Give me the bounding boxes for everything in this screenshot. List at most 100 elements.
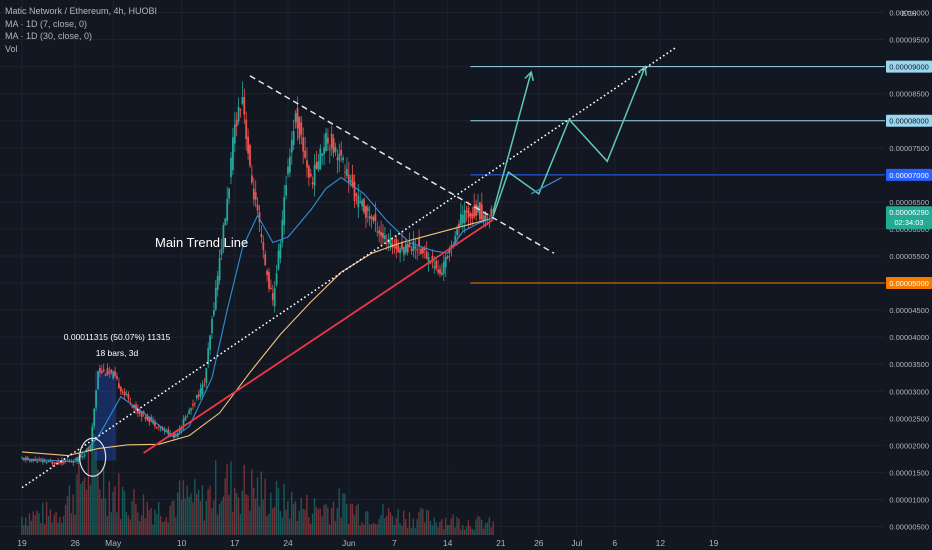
candle-body (258, 212, 261, 223)
candle-body (192, 404, 194, 406)
candle-body (190, 408, 192, 411)
candle-body (266, 270, 268, 276)
dotted-trend-line[interactable] (21, 47, 677, 489)
volume-bar (51, 522, 53, 535)
volume-bar (247, 495, 249, 535)
volume-bar (218, 503, 221, 535)
volume-bar (315, 506, 318, 535)
candle-body (108, 372, 111, 374)
main-trend-line[interactable] (143, 218, 494, 454)
volume-bar (256, 477, 259, 535)
breakout-circle (79, 437, 107, 477)
candle-body (203, 383, 206, 385)
candle-body (175, 434, 177, 436)
price-tag (886, 168, 932, 181)
candle-body (201, 384, 204, 395)
volume-bar (298, 510, 300, 535)
candle-body (137, 409, 139, 414)
volume-bar (87, 446, 90, 535)
volume-bar (45, 501, 48, 535)
volume-bar (416, 519, 418, 535)
candle-body (384, 235, 386, 240)
volume-bar (370, 524, 373, 535)
candle-body (435, 260, 438, 269)
candle-body (323, 147, 325, 155)
candle-body (473, 205, 476, 217)
volume-bar (232, 511, 234, 535)
measure-box (94, 370, 117, 461)
volume-bar (359, 525, 361, 535)
candle-body (277, 250, 280, 270)
volume-bar (410, 527, 413, 535)
volume-bar (243, 464, 245, 535)
candle-body (372, 216, 375, 222)
volume-bar (171, 500, 173, 535)
candle-body (213, 310, 215, 316)
candle-body (330, 133, 333, 149)
candle-body (376, 231, 379, 233)
current-price-tag (886, 206, 932, 230)
volume-bar (441, 519, 443, 535)
volume-bar (226, 464, 228, 535)
volume-bar (53, 514, 55, 535)
volume-bar (175, 517, 177, 535)
volume-bar (277, 488, 280, 535)
candle-body (374, 213, 377, 221)
volume-bar (135, 503, 137, 535)
currency-label: ETH (902, 9, 917, 18)
candle-body (292, 131, 295, 145)
x-tick-label: May (105, 538, 122, 548)
volume-bar (237, 497, 240, 535)
candle-body (268, 272, 270, 289)
candle-body (178, 429, 181, 433)
candle-body (62, 461, 65, 464)
volume-bar (456, 516, 458, 535)
legend-volume[interactable]: Vol (5, 43, 18, 54)
candle-body (205, 368, 208, 383)
volume-bar (142, 494, 145, 535)
legend-ma30[interactable]: MA · 1D (30, close, 0) (5, 31, 93, 41)
measure-label-value: 0.00011315 (50.07%) 11315 (64, 332, 171, 342)
candle-body (465, 211, 468, 213)
x-tick-label: 26 (70, 538, 80, 548)
candle-body (283, 197, 286, 226)
legend-symbol[interactable]: Matic Network / Ethereum, 4h, HUOBI (5, 6, 158, 16)
volume-bar (116, 512, 118, 535)
volume-bar (374, 523, 376, 535)
volume-bar (32, 511, 34, 535)
price-axis[interactable] (885, 0, 932, 550)
time-axis[interactable] (0, 536, 885, 550)
volume-bar (83, 477, 86, 535)
volume-bar (169, 505, 171, 535)
dashed-resistance-line[interactable] (249, 75, 555, 254)
volume-bar (281, 517, 283, 535)
volume-bar (469, 526, 471, 535)
candle-body (471, 213, 474, 219)
volume-bar (395, 517, 397, 535)
volume-bar (348, 524, 350, 535)
candle-body (403, 247, 405, 255)
volume-bar (389, 512, 392, 535)
volume-bar (391, 516, 394, 535)
projection-path-blue (530, 176, 562, 195)
x-tick-label: 24 (283, 538, 293, 548)
volume-bar (422, 508, 424, 535)
candle-body (245, 119, 248, 140)
candle-body (43, 460, 46, 462)
candle-body (338, 153, 341, 161)
candle-body (252, 188, 255, 200)
volume-bar (42, 503, 44, 535)
legend-ma7[interactable]: MA · 1D (7, close, 0) (5, 18, 88, 29)
volume-bar (336, 508, 338, 535)
candle-body (197, 394, 200, 397)
volume-bar (211, 508, 213, 535)
volume-bar (435, 522, 437, 535)
volume-bar (150, 507, 152, 535)
volume-bar (384, 518, 386, 535)
candle-body (232, 137, 234, 171)
volume-bar (165, 517, 167, 535)
volume-bar (330, 507, 333, 535)
volume-bar (148, 510, 150, 535)
